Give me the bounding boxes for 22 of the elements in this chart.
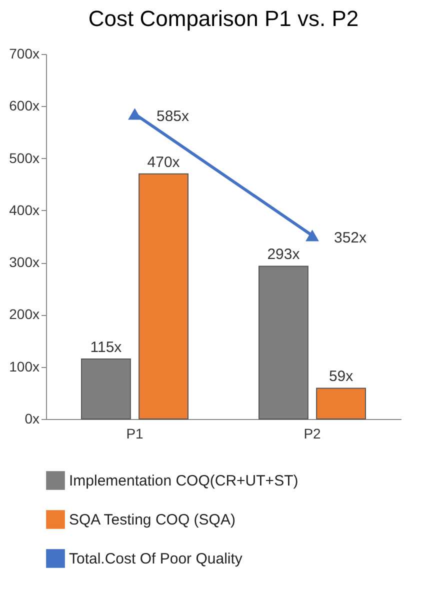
y-tick-label: 300x (9, 254, 40, 270)
data-label: 352x (334, 229, 368, 246)
y-tick-label: 600x (9, 98, 40, 114)
y-tick-label: 700x (9, 46, 40, 62)
y-tick-label: 200x (9, 306, 40, 322)
y-tick-label: 100x (9, 358, 40, 374)
bar (316, 388, 366, 420)
bar (138, 173, 188, 420)
legend-label: Implementation COQ(CR+UT+ST) (69, 472, 298, 490)
x-tick-label: P1 (126, 426, 144, 442)
data-label: 293x (267, 246, 300, 264)
data-label: 115x (90, 339, 122, 356)
x-tick-label: P2 (304, 426, 322, 442)
chart-title: Cost Comparison P1 vs. P2 (88, 6, 359, 31)
legend-label: Total.Cost Of Poor Quality (69, 550, 243, 568)
data-label: 585x (156, 108, 190, 125)
data-label: 470x (147, 154, 180, 171)
y-tick-label: 0x (24, 410, 40, 426)
data-label: 59x (328, 368, 354, 386)
legend-label: SQA Testing COQ (SQA) (69, 512, 236, 528)
y-tick-label: 500x (9, 150, 40, 166)
y-tick-label: 400x (9, 202, 40, 218)
